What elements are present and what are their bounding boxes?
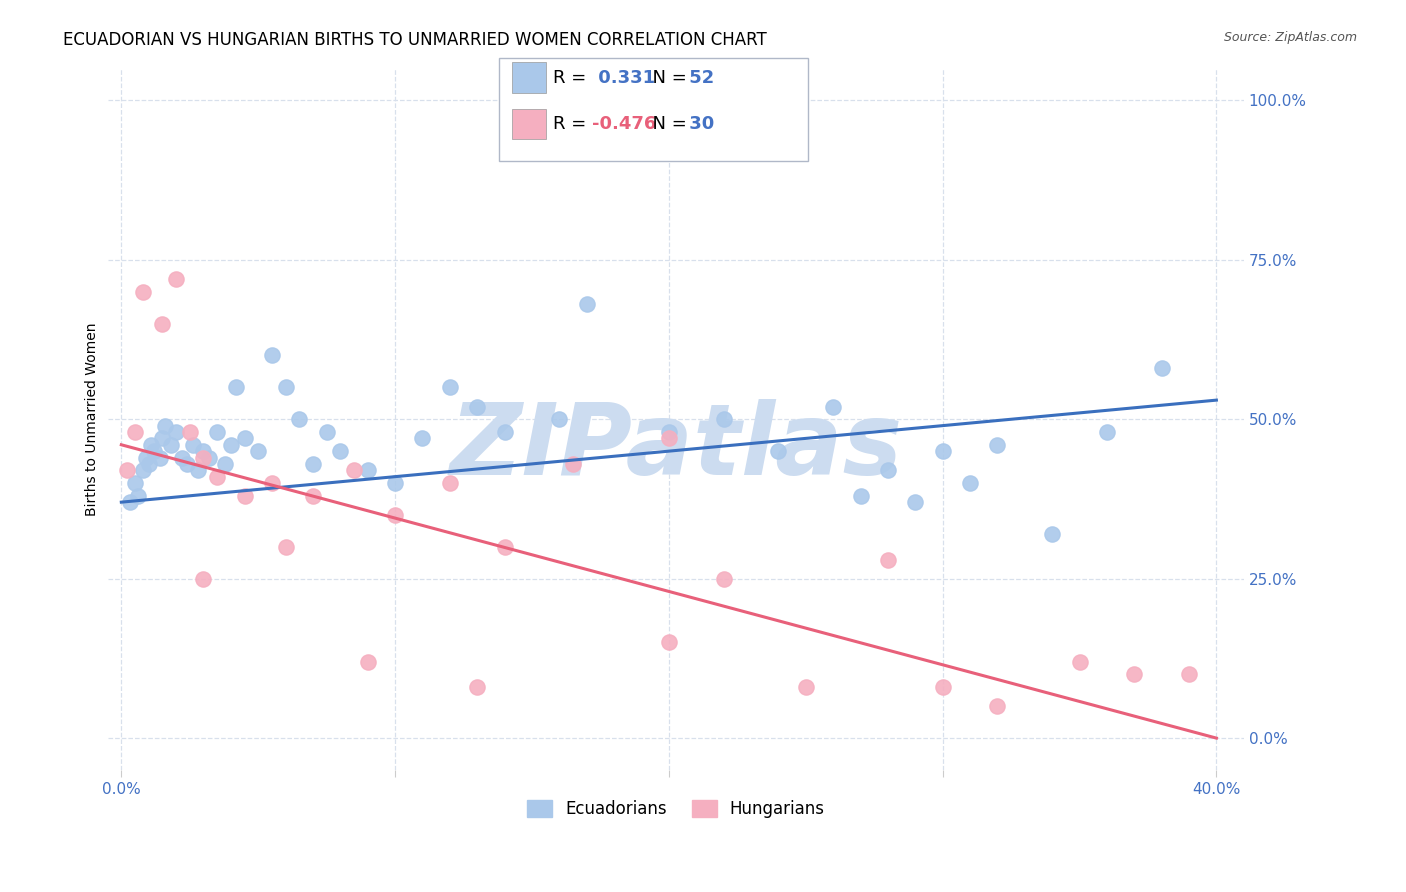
Point	[823, 400, 845, 414]
Point	[233, 489, 256, 503]
Point	[150, 431, 173, 445]
Text: N =: N =	[641, 115, 688, 133]
Point	[658, 635, 681, 649]
Point	[179, 425, 201, 439]
Text: 0.331: 0.331	[592, 69, 655, 87]
Point	[132, 285, 155, 299]
Point	[302, 457, 325, 471]
Text: R =: R =	[553, 115, 586, 133]
Point	[1095, 425, 1118, 439]
Point	[193, 444, 215, 458]
Point	[274, 380, 297, 394]
Point	[193, 450, 215, 465]
Text: N =: N =	[641, 69, 688, 87]
Text: -0.476: -0.476	[592, 115, 657, 133]
Point	[1178, 667, 1201, 681]
Point	[1150, 361, 1173, 376]
Point	[357, 463, 380, 477]
Point	[233, 431, 256, 445]
Point	[986, 699, 1008, 714]
Point	[205, 425, 228, 439]
Point	[165, 272, 187, 286]
Point	[315, 425, 337, 439]
Point	[713, 572, 735, 586]
Point	[329, 444, 352, 458]
Text: R =: R =	[553, 69, 586, 87]
Point	[219, 438, 242, 452]
Text: Source: ZipAtlas.com: Source: ZipAtlas.com	[1223, 31, 1357, 45]
Point	[849, 489, 872, 503]
Point	[439, 380, 461, 394]
Point	[124, 425, 146, 439]
Point	[127, 489, 149, 503]
Point	[205, 469, 228, 483]
Point	[411, 431, 433, 445]
Point	[132, 463, 155, 477]
Point	[187, 463, 209, 477]
Point	[713, 412, 735, 426]
Text: 30: 30	[683, 115, 714, 133]
Point	[214, 457, 236, 471]
Point	[575, 297, 598, 311]
Point	[118, 495, 141, 509]
Point	[153, 418, 176, 433]
Text: 52: 52	[683, 69, 714, 87]
Point	[247, 444, 270, 458]
Point	[150, 317, 173, 331]
Point	[904, 495, 927, 509]
Point	[794, 680, 817, 694]
Point	[876, 552, 898, 566]
Point	[181, 438, 204, 452]
Point	[876, 463, 898, 477]
Legend: Ecuadorians, Hungarians: Ecuadorians, Hungarians	[520, 793, 831, 825]
Point	[959, 476, 981, 491]
Point	[141, 438, 163, 452]
Point	[465, 400, 488, 414]
Point	[124, 476, 146, 491]
Point	[658, 425, 681, 439]
Point	[138, 457, 160, 471]
Point	[1069, 655, 1091, 669]
Point	[384, 508, 406, 522]
Point	[465, 680, 488, 694]
Point	[115, 463, 138, 477]
Point	[986, 438, 1008, 452]
Point	[159, 438, 181, 452]
Point	[357, 655, 380, 669]
Point	[260, 349, 283, 363]
Text: ECUADORIAN VS HUNGARIAN BIRTHS TO UNMARRIED WOMEN CORRELATION CHART: ECUADORIAN VS HUNGARIAN BIRTHS TO UNMARR…	[63, 31, 768, 49]
Point	[198, 450, 221, 465]
Point	[384, 476, 406, 491]
Point	[562, 457, 585, 471]
Point	[135, 450, 157, 465]
Point	[193, 572, 215, 586]
Point	[494, 540, 516, 554]
Point	[225, 380, 247, 394]
Point	[274, 540, 297, 554]
Text: ZIPatlas: ZIPatlas	[449, 399, 903, 496]
Point	[176, 457, 198, 471]
Y-axis label: Births to Unmarried Women: Births to Unmarried Women	[86, 323, 100, 516]
Point	[149, 450, 172, 465]
Point	[170, 450, 193, 465]
Point	[768, 444, 790, 458]
Point	[548, 412, 571, 426]
Point	[1040, 527, 1063, 541]
Point	[1123, 667, 1146, 681]
Point	[931, 680, 953, 694]
Point	[343, 463, 366, 477]
Point	[439, 476, 461, 491]
Point	[931, 444, 953, 458]
Point	[165, 425, 187, 439]
Point	[302, 489, 325, 503]
Point	[658, 431, 681, 445]
Point	[494, 425, 516, 439]
Point	[143, 444, 166, 458]
Point	[288, 412, 311, 426]
Point	[260, 476, 283, 491]
